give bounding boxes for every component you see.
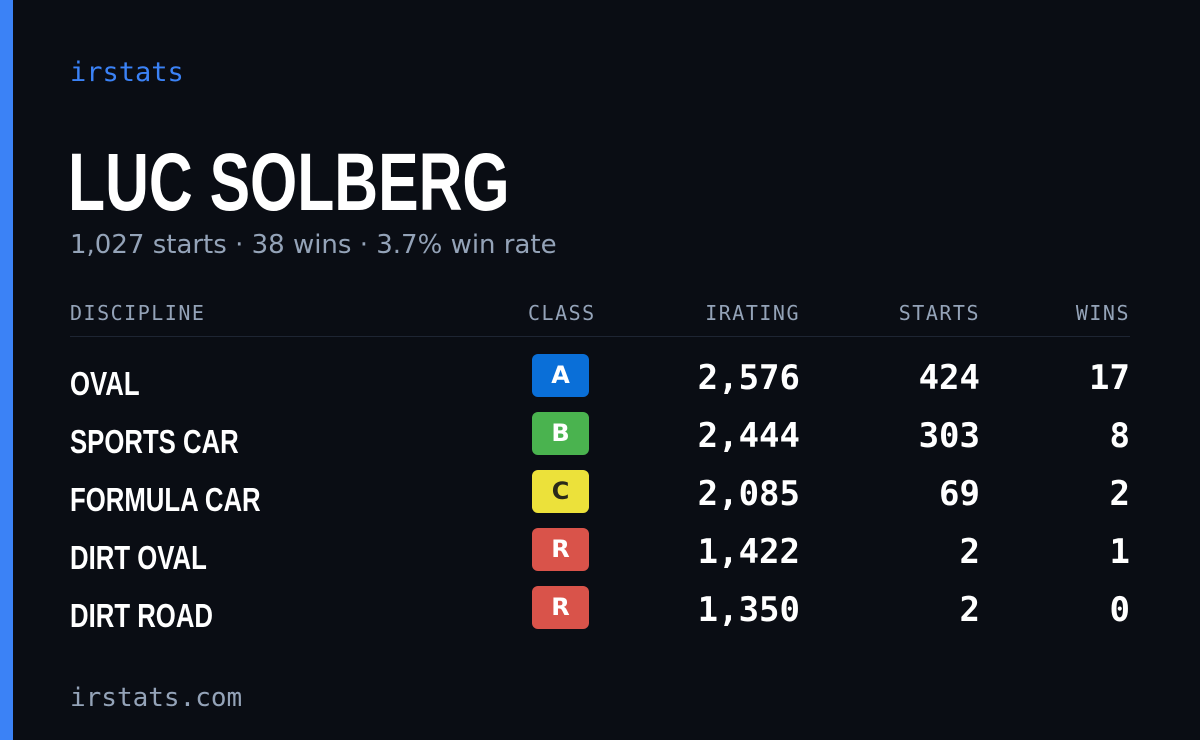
class-badge: B xyxy=(532,412,589,455)
wins-value: 0 xyxy=(1109,590,1130,630)
brand-logo-text: irstats xyxy=(70,57,184,88)
table-row: OVAL A 2,576 424 17 xyxy=(70,350,1130,408)
class-badge: R xyxy=(532,528,589,571)
starts-value: 303 xyxy=(918,416,980,456)
table-row: SPORTS CAR B 2,444 303 8 xyxy=(70,408,1130,466)
footer-url: irstats.com xyxy=(70,683,243,713)
class-badge: A xyxy=(532,354,589,397)
wins-value: 1 xyxy=(1109,532,1130,572)
irating-value: 2,085 xyxy=(697,474,800,514)
discipline-table: OVAL A 2,576 424 17 SPORTS CAR B 2,444 3… xyxy=(70,350,1130,640)
discipline-name: OVAL xyxy=(70,365,140,402)
wins-value: 2 xyxy=(1109,474,1130,514)
starts-value: 2 xyxy=(959,590,980,630)
wins-value: 17 xyxy=(1089,358,1130,398)
header-class: CLASS xyxy=(528,301,596,325)
table-row: DIRT OVAL R 1,422 2 1 xyxy=(70,524,1130,582)
discipline-name: DIRT ROAD xyxy=(70,597,213,634)
class-badge: C xyxy=(532,470,589,513)
discipline-name: FORMULA CAR xyxy=(70,481,261,518)
header-wins: WINS xyxy=(1075,301,1130,325)
wins-value: 8 xyxy=(1109,416,1130,456)
header-divider xyxy=(70,336,1130,337)
header-starts: STARTS xyxy=(898,301,980,325)
class-badge: R xyxy=(532,586,589,629)
starts-value: 424 xyxy=(918,358,980,398)
starts-value: 2 xyxy=(959,532,980,572)
irating-value: 1,350 xyxy=(697,590,800,630)
discipline-name: SPORTS CAR xyxy=(70,423,239,460)
starts-value: 69 xyxy=(939,474,980,514)
table-row: FORMULA CAR C 2,085 69 2 xyxy=(70,466,1130,524)
player-summary: 1,027 starts · 38 wins · 3.7% win rate xyxy=(70,230,557,260)
discipline-name: DIRT OVAL xyxy=(70,539,207,576)
irating-value: 1,422 xyxy=(697,532,800,572)
table-header: DISCIPLINE CLASS IRATING STARTS WINS xyxy=(70,300,1130,326)
irating-value: 2,576 xyxy=(697,358,800,398)
header-irating: IRATING xyxy=(705,301,800,325)
table-row: DIRT ROAD R 1,350 2 0 xyxy=(70,582,1130,640)
player-name: LUC SOLBERG xyxy=(68,137,510,228)
accent-bar xyxy=(0,0,13,740)
header-discipline: DISCIPLINE xyxy=(70,301,206,325)
irating-value: 2,444 xyxy=(697,416,800,456)
